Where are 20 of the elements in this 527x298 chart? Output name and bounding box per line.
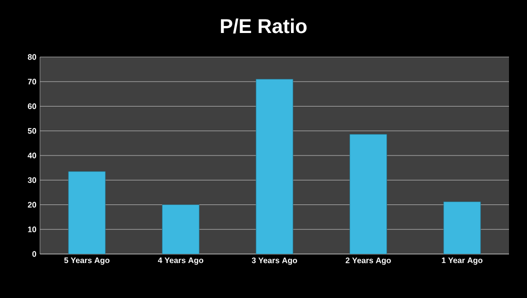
x-tick-label: 4 Years Ago (158, 258, 204, 265)
y-tick-label: 10 (28, 226, 36, 232)
bar (350, 134, 387, 254)
bar (162, 204, 200, 254)
y-tick-label: 30 (28, 177, 36, 183)
bar (68, 171, 106, 254)
y-tick-label: 80 (28, 54, 36, 60)
y-tick-label: 50 (28, 128, 36, 134)
x-tick-label: 2 Years Ago (346, 258, 391, 265)
y-tick-label: 0 (32, 251, 36, 257)
chart-title: P/E Ratio (220, 18, 307, 34)
y-tick-label: 40 (28, 152, 36, 158)
x-tick-label: 1 Year Ago (442, 258, 482, 265)
bar (256, 78, 294, 254)
bar (443, 202, 481, 254)
y-tick-label: 70 (28, 78, 36, 84)
y-tick-label: 60 (28, 103, 36, 110)
y-tick-label: 20 (28, 202, 36, 208)
x-tick-label: 5 Years Ago (64, 258, 110, 265)
x-tick-label: 3 Years Ago (252, 258, 298, 265)
